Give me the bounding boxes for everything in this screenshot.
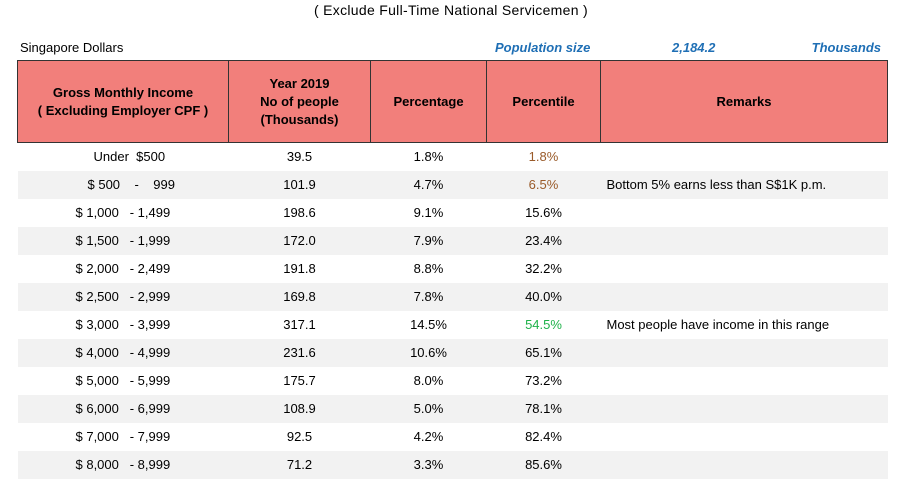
people-cell: 39.5 bbox=[286, 149, 313, 165]
percentile-cell: 54.5% bbox=[525, 317, 562, 332]
header-people-line2: No of people bbox=[260, 93, 339, 109]
header-people-line1: Year 2019 bbox=[269, 75, 330, 91]
header-percentile: Percentile bbox=[486, 60, 601, 143]
percentile-cell: 32.2% bbox=[525, 261, 562, 276]
people-cell: 101.9 bbox=[228, 170, 371, 199]
header-people-line3: (Thousands) bbox=[260, 111, 339, 127]
people-cell: 172.0 bbox=[228, 226, 371, 255]
percentile-cell: 1.8% bbox=[528, 149, 559, 165]
table-row: $ 2,000 - 2,499 191.8 8.8% 32.2% bbox=[18, 255, 888, 283]
percentile-cell: 23.4% bbox=[486, 226, 601, 255]
table-row: $ 500 - 999 101.9 4.7% 6.5% Bottom 5% ea… bbox=[17, 170, 888, 199]
percentage-cell: 3.3% bbox=[370, 450, 487, 479]
table-row: $ 2,500 - 2,999 169.8 7.8% 40.0% bbox=[17, 282, 888, 311]
table-header: Gross Monthly Income ( Excluding Employe… bbox=[17, 60, 888, 143]
table-row: $ 3,000 - 3,999 317.1 14.5% 54.5% Most p… bbox=[18, 311, 888, 339]
percentage-cell: 8.8% bbox=[413, 261, 444, 276]
people-cell: 231.6 bbox=[228, 338, 371, 367]
table-row: $ 5,000 - 5,999 175.7 8.0% 73.2% bbox=[18, 367, 888, 395]
people-cell: 317.1 bbox=[283, 317, 316, 332]
table-row: $ 4,000 - 4,999 231.6 10.6% 65.1% bbox=[17, 338, 888, 367]
income-range-cell: $ 3,000 - 3,999 bbox=[75, 317, 171, 332]
percentile-cell: 78.1% bbox=[486, 394, 601, 423]
people-cell: 108.9 bbox=[228, 394, 371, 423]
remarks-cell bbox=[601, 199, 888, 227]
table-body: Under $500 39.5 1.8% 1.8% $ 500 - 999 10… bbox=[17, 143, 888, 479]
percentage-cell: 7.9% bbox=[370, 226, 487, 255]
table-row: $ 1,500 - 1,999 172.0 7.9% 23.4% bbox=[17, 226, 888, 255]
people-cell: 92.5 bbox=[286, 429, 313, 444]
currency-label: Singapore Dollars bbox=[20, 40, 124, 55]
remarks-cell bbox=[601, 255, 888, 283]
header-income-line1: Gross Monthly Income bbox=[52, 84, 194, 100]
percentage-cell: 9.1% bbox=[413, 205, 444, 220]
remarks-cell: Bottom 5% earns less than S$1K p.m. bbox=[600, 170, 888, 199]
remarks-cell bbox=[600, 338, 888, 367]
people-cell: 175.7 bbox=[283, 373, 316, 388]
header-no-of-people: Year 2019 No of people (Thousands) bbox=[228, 60, 371, 143]
income-range-cell: Under $500 bbox=[93, 149, 166, 165]
income-range-cell: $ 8,000 - 8,999 bbox=[17, 450, 229, 479]
header-gross-monthly-income: Gross Monthly Income ( Excluding Employe… bbox=[17, 60, 229, 143]
table-row: $ 6,000 - 6,999 108.9 5.0% 78.1% bbox=[17, 394, 888, 423]
table-row: Under $500 39.5 1.8% 1.8% bbox=[18, 143, 888, 171]
percentage-cell: 14.5% bbox=[410, 317, 447, 332]
percentage-cell: 4.7% bbox=[370, 170, 487, 199]
people-cell: 198.6 bbox=[283, 205, 316, 220]
percentile-cell: 15.6% bbox=[525, 205, 562, 220]
income-range-cell: $ 500 - 999 bbox=[17, 170, 229, 199]
percentage-cell: 5.0% bbox=[370, 394, 487, 423]
income-range-cell: $ 7,000 - 7,999 bbox=[75, 429, 171, 444]
remarks-cell bbox=[601, 367, 888, 395]
percentile-cell: 65.1% bbox=[486, 338, 601, 367]
remarks-cell bbox=[600, 282, 888, 311]
remarks-cell bbox=[600, 450, 888, 479]
table-caption: ( Exclude Full-Time National Servicemen … bbox=[314, 2, 588, 18]
info-row: Singapore Dollars Population size 2,184.… bbox=[20, 38, 886, 58]
income-range-cell: $ 1,500 - 1,999 bbox=[17, 226, 229, 255]
income-range-cell: $ 2,500 - 2,999 bbox=[17, 282, 229, 311]
percentage-cell: 1.8% bbox=[413, 149, 444, 165]
percentage-cell: 10.6% bbox=[370, 338, 487, 367]
income-distribution-table: Gross Monthly Income ( Excluding Employe… bbox=[17, 60, 888, 479]
percentage-cell: 4.2% bbox=[413, 429, 444, 444]
table-row: $ 1,000 - 1,499 198.6 9.1% 15.6% bbox=[18, 199, 888, 227]
income-range-cell: $ 2,000 - 2,499 bbox=[75, 261, 171, 276]
percentile-cell: 73.2% bbox=[525, 373, 562, 388]
population-unit-label: Thousands bbox=[811, 40, 881, 55]
people-cell: 169.8 bbox=[228, 282, 371, 311]
income-range-cell: $ 4,000 - 4,999 bbox=[17, 338, 229, 367]
header-remarks: Remarks bbox=[600, 60, 888, 143]
percentile-cell: 85.6% bbox=[486, 450, 601, 479]
percentile-cell: 82.4% bbox=[525, 429, 562, 444]
people-cell: 191.8 bbox=[283, 261, 316, 276]
header-income-line2: ( Excluding Employer CPF ) bbox=[37, 102, 209, 118]
table-row: $ 8,000 - 8,999 71.2 3.3% 85.6% bbox=[17, 450, 888, 479]
table-row: $ 7,000 - 7,999 92.5 4.2% 82.4% bbox=[18, 423, 888, 451]
income-range-cell: $ 1,000 - 1,499 bbox=[75, 205, 171, 220]
income-range-cell: $ 5,000 - 5,999 bbox=[75, 373, 171, 388]
percentage-cell: 7.8% bbox=[370, 282, 487, 311]
remarks-cell bbox=[601, 143, 888, 171]
people-cell: 71.2 bbox=[228, 450, 371, 479]
percentile-cell: 6.5% bbox=[486, 170, 601, 199]
remarks-cell bbox=[600, 394, 888, 423]
remarks-cell: Most people have income in this range bbox=[606, 317, 830, 332]
income-range-cell: $ 6,000 - 6,999 bbox=[17, 394, 229, 423]
population-size-label: Population size bbox=[495, 40, 591, 55]
population-size-value: 2,184.2 bbox=[672, 40, 716, 55]
remarks-cell bbox=[601, 423, 888, 451]
percentile-cell: 40.0% bbox=[486, 282, 601, 311]
header-percentage: Percentage bbox=[370, 60, 487, 143]
remarks-cell bbox=[600, 226, 888, 255]
percentage-cell: 8.0% bbox=[413, 373, 444, 388]
